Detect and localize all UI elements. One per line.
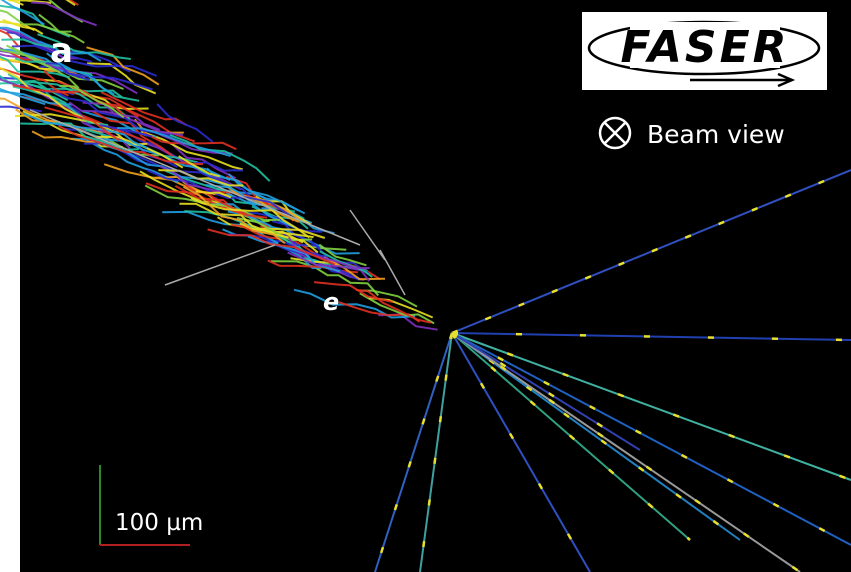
event-display: a e FASER Beam view 100 µm: [0, 0, 851, 572]
beam-view-label: Beam view: [647, 120, 785, 149]
logo-text: FASER: [620, 22, 789, 73]
panel-label: a: [50, 31, 73, 71]
faser-logo: FASER: [582, 12, 827, 90]
scale-bar-label: 100 µm: [115, 510, 203, 536]
particle-label: e: [323, 288, 339, 316]
page: a e FASER Beam view 100 µm (() => { cons…: [0, 0, 851, 572]
